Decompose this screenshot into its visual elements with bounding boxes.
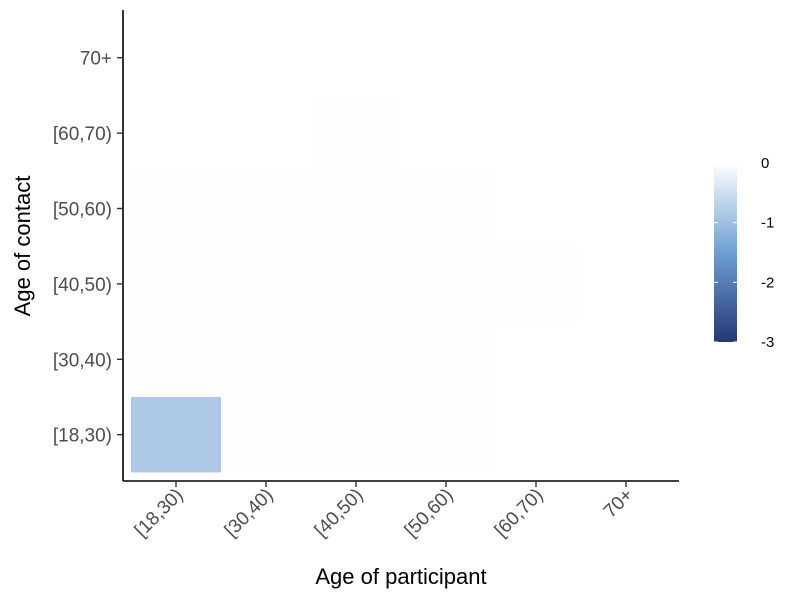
heatmap-cell — [221, 397, 311, 473]
heatmap-cell — [401, 321, 491, 397]
legend-tick-label: -1 — [761, 215, 774, 232]
y-tick-label: [30,40) — [53, 350, 112, 371]
y-tick-label: [18,30) — [53, 426, 112, 447]
x-axis-title: Age of participant — [315, 564, 486, 589]
axes — [122, 10, 679, 482]
y-tick-label: [60,70) — [53, 124, 112, 145]
heatmap-cell — [221, 246, 311, 322]
x-tick-label: [18,30) — [131, 485, 188, 542]
heatmap-cell — [131, 397, 221, 473]
heatmap-cell — [311, 397, 401, 473]
y-tick-label: [40,50) — [53, 275, 112, 296]
heatmap-cell — [311, 321, 401, 397]
legend-tick-label: -3 — [761, 334, 774, 351]
heatmap-cell — [221, 321, 311, 397]
x-axis-ticks: [18,30) [30,40) [40,50) [50,60) [60,70) 70+ — [131, 481, 638, 541]
y-axis-title: Age of contact — [10, 176, 35, 317]
legend-color-bar — [714, 163, 737, 342]
legend-tick-label: -2 — [761, 274, 774, 291]
heatmap-cell — [311, 246, 401, 322]
heatmap-cell — [131, 321, 221, 397]
heatmap-cell — [311, 95, 401, 171]
y-axis-ticks: [18,30) [30,40) [40,50) [50,60) [60,70) 70+ — [53, 49, 123, 447]
heatmap-cell — [401, 246, 491, 322]
heatmap-cell — [401, 170, 491, 247]
heatmap-cell — [401, 397, 491, 473]
heatmap-cell — [131, 246, 221, 322]
x-tick-label: [40,50) — [311, 485, 368, 542]
y-tick-label: [50,60) — [53, 200, 112, 221]
color-legend: 0 -1 -2 -3 — [714, 155, 774, 351]
heatmap-cells — [131, 95, 581, 473]
x-tick-label: 70+ — [600, 485, 638, 523]
y-tick-label: 70+ — [80, 49, 112, 70]
x-tick-label: [60,70) — [491, 485, 548, 542]
heatmap-cell — [131, 170, 221, 247]
legend-tick-label: 0 — [761, 155, 769, 172]
heatmap-cell — [221, 170, 311, 247]
x-tick-label: [50,60) — [401, 485, 458, 542]
heatmap-cell — [311, 170, 401, 247]
x-tick-label: [30,40) — [221, 485, 278, 542]
legend-ticks: 0 -1 -2 -3 — [714, 155, 774, 351]
heatmap-cell — [491, 246, 581, 322]
